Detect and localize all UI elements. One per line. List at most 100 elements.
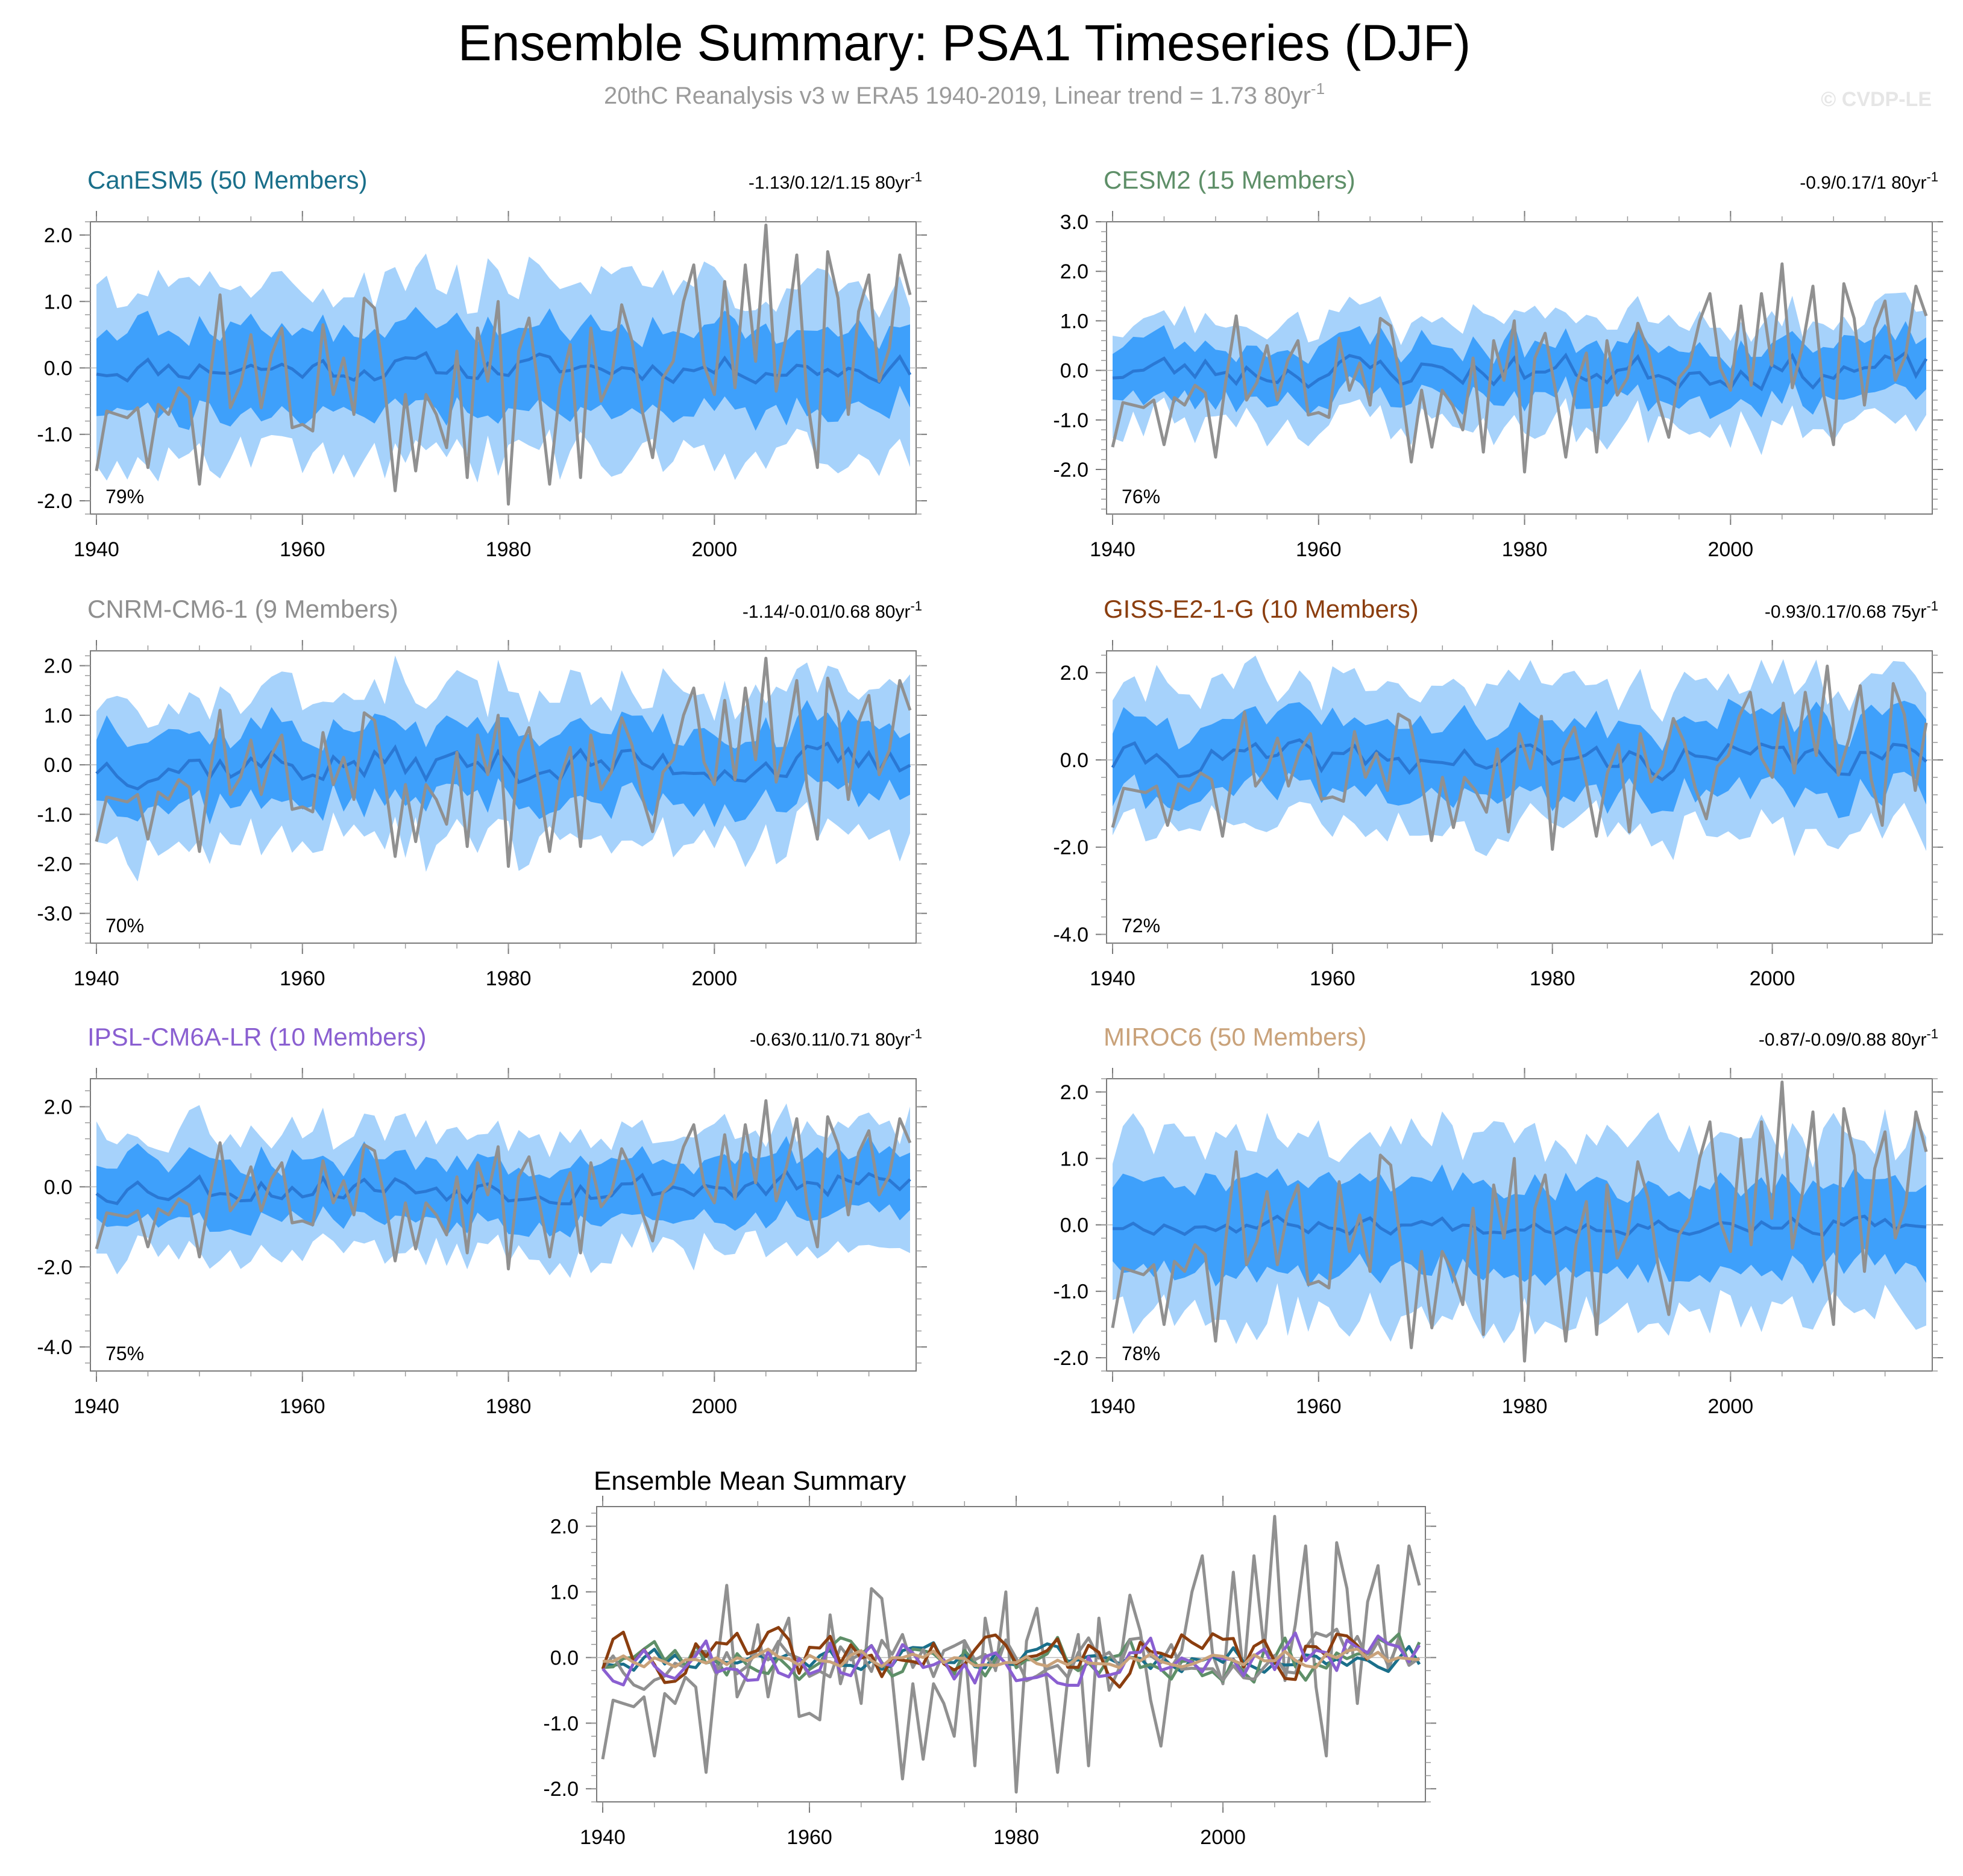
panel-3-ytick-label: -2.0 <box>37 853 72 876</box>
summary-panel-xtick-label: 1960 <box>787 1826 832 1849</box>
panel-1-xtick-label: 1940 <box>74 538 119 561</box>
panel-6: MIROC6 (50 Members) -0.87/-0.09/0.88 80yr… <box>1053 1023 1943 1418</box>
panel-6-ytick-label: -2.0 <box>1053 1347 1088 1370</box>
panel-3-title: CNRM-CM6-1 (9 Members) <box>87 595 398 623</box>
panel-3-xtick-label: 2000 <box>691 967 737 990</box>
panel-2-ytick-label: 1.0 <box>1060 310 1088 333</box>
panel-3-trend-text: -1.14/-0.01/0.68 80yr <box>743 602 911 622</box>
summary-series-miroc6 <box>603 1647 1420 1669</box>
panel-5-ytick-label: -4.0 <box>37 1336 72 1359</box>
summary-panel-xtick-label: 2000 <box>1200 1826 1246 1849</box>
panel-1-trend: -1.13/0.12/1.15 80yr-1 <box>749 169 922 193</box>
summary-panel: Ensemble Mean Summary -2.0 -1.0 0.0 1.0 2.0 19… <box>543 1466 1436 1849</box>
panel-5-ytick-label: 2.0 <box>44 1096 72 1119</box>
panel-4-ytick-label: -2.0 <box>1053 836 1088 859</box>
panel-3: CNRM-CM6-1 (9 Members) -1.14/-0.01/0.68 8… <box>37 595 927 990</box>
panel-3-trend: -1.14/-0.01/0.68 80yr-1 <box>743 598 922 622</box>
summary-panel-ytick-label: -2.0 <box>543 1778 579 1801</box>
panel-2-ytick-label: -1.0 <box>1053 409 1088 432</box>
panel-4-frame <box>1106 650 1933 944</box>
panel-6-xtick-label: 2000 <box>1707 1395 1753 1418</box>
panel-1-trend-text: -1.13/0.12/1.15 80yr <box>749 173 911 193</box>
panel-6-xtick-label: 1960 <box>1296 1395 1342 1418</box>
panel-5-trend-text: -0.63/0.11/0.71 80yr <box>750 1030 910 1050</box>
panel-3-trend-exponent: -1 <box>910 598 922 613</box>
panel-5-title: IPSL-CM6A-LR (10 Members) <box>87 1023 426 1051</box>
panel-5-percent-label: 75% <box>105 1343 144 1364</box>
panel-3-xtick-label: 1960 <box>280 967 325 990</box>
panel-4-inner-spread-band <box>1113 698 1926 818</box>
panel-5-xtick-label: 1960 <box>280 1395 325 1418</box>
panel-4-title: GISS-E2-1-G (10 Members) <box>1104 595 1419 623</box>
figure-title: Ensemble Summary: PSA1 Timeseries (DJF) <box>458 14 1471 71</box>
panel-5-xtick-label: 2000 <box>691 1395 737 1418</box>
summary-series-canesm5 <box>602 1641 1421 1674</box>
summary-panel-title: Ensemble Mean Summary <box>594 1466 906 1496</box>
summary-panel-frame <box>596 1506 1426 1802</box>
panels: CanESM5 (50 Members) -1.13/0.12/1.15 80yr… <box>37 166 1943 1849</box>
panel-6-trend-text: -0.87/-0.09/0.88 80yr <box>1759 1030 1927 1050</box>
panel-1-xtick-label: 1960 <box>280 538 325 561</box>
panel-4: GISS-E2-1-G (10 Members) -0.93/0.17/0.68 … <box>1053 595 1943 990</box>
panel-4-percent-label: 72% <box>1122 915 1160 936</box>
panel-3-ytick-label: -3.0 <box>37 903 72 926</box>
panel-1-ytick-label: 1.0 <box>44 290 72 313</box>
panel-2-trend-exponent: -1 <box>1926 169 1938 184</box>
panel-5-observation-line <box>95 1099 912 1271</box>
panel-2-observation-line <box>1111 262 1928 474</box>
summary-series-giss-e2-1-g <box>601 1626 1369 1689</box>
panel-3-ytick-label: 1.0 <box>44 704 72 727</box>
panel-2-title: CESM2 (15 Members) <box>1104 166 1355 194</box>
panel-1-inner-spread-band <box>96 307 910 431</box>
panel-1: CanESM5 (50 Members) -1.13/0.12/1.15 80yr… <box>37 166 927 561</box>
summary-panel-ytick-label: -1.0 <box>543 1712 579 1735</box>
panel-3-xtick-label: 1940 <box>74 967 119 990</box>
panel-2-frame <box>1106 221 1933 515</box>
panel-1-xtick-label: 2000 <box>691 538 737 561</box>
panel-3-ytick-label: -1.0 <box>37 803 72 826</box>
panel-4-xtick-label: 1940 <box>1090 967 1135 990</box>
panel-6-ytick-label: -1.0 <box>1053 1281 1088 1303</box>
panel-5-trend-exponent: -1 <box>910 1026 922 1041</box>
panel-3-ytick-label: 2.0 <box>44 655 72 678</box>
panel-6-trend-exponent: -1 <box>1926 1026 1938 1041</box>
panel-6-ytick-label: 2.0 <box>1060 1081 1088 1104</box>
panel-5-frame <box>90 1078 917 1372</box>
panel-4-ytick-label: -4.0 <box>1053 924 1088 947</box>
panel-2-percent-label: 76% <box>1122 486 1160 507</box>
summary-panel-ytick-label: 0.0 <box>550 1646 579 1669</box>
summary-panel-ytick-label: 2.0 <box>550 1516 579 1539</box>
panel-5: IPSL-CM6A-LR (10 Members) -0.63/0.11/0.71… <box>37 1023 927 1418</box>
panel-3-ytick-label: 0.0 <box>44 754 72 777</box>
panel-1-percent-label: 79% <box>105 486 144 507</box>
panel-3-percent-label: 70% <box>105 915 144 936</box>
panel-2-xtick-label: 1980 <box>1502 538 1548 561</box>
panel-5-xtick-label: 1980 <box>486 1395 532 1418</box>
panel-6-ytick-label: 1.0 <box>1060 1147 1088 1170</box>
panel-2-xtick-label: 1960 <box>1296 538 1342 561</box>
panel-2-ytick-label: 3.0 <box>1060 211 1088 234</box>
panel-4-trend: -0.93/0.17/0.68 75yr-1 <box>1765 598 1938 622</box>
panel-6-xtick-label: 1980 <box>1502 1395 1548 1418</box>
panel-4-xtick-label: 2000 <box>1750 967 1795 990</box>
panel-2-xtick-label: 1940 <box>1090 538 1135 561</box>
figure-subtitle-exponent: -1 <box>1311 80 1325 98</box>
panel-1-ytick-label: 2.0 <box>44 224 72 247</box>
panel-2-ytick-label: 2.0 <box>1060 260 1088 283</box>
panel-2-ytick-label: -2.0 <box>1053 459 1088 482</box>
panel-1-trend-exponent: -1 <box>910 169 922 184</box>
panel-5-trend: -0.63/0.11/0.71 80yr-1 <box>750 1026 922 1050</box>
cvdp-watermark: © CVDP-LE <box>1821 88 1932 111</box>
panel-4-ytick-label: 0.0 <box>1060 749 1088 772</box>
panel-6-xtick-label: 1940 <box>1090 1395 1135 1418</box>
figure-subtitle: 20thC Reanalysis v3 w ERA5 1940-2019, Li… <box>604 80 1325 109</box>
panel-5-xtick-label: 1940 <box>74 1395 119 1418</box>
panel-1-observation-line <box>95 224 912 506</box>
panel-1-title: CanESM5 (50 Members) <box>87 166 367 194</box>
panel-4-ytick-label: 2.0 <box>1060 662 1088 685</box>
panel-4-trend-exponent: -1 <box>1926 598 1938 613</box>
panel-5-inner-spread-band <box>96 1135 910 1238</box>
summary-panel-xtick-label: 1940 <box>580 1826 626 1849</box>
panel-2: CESM2 (15 Members) -0.9/0.17/1 80yr-1 -2.0… <box>1053 166 1943 561</box>
panel-2-trend: -0.9/0.17/1 80yr-1 <box>1800 169 1938 193</box>
